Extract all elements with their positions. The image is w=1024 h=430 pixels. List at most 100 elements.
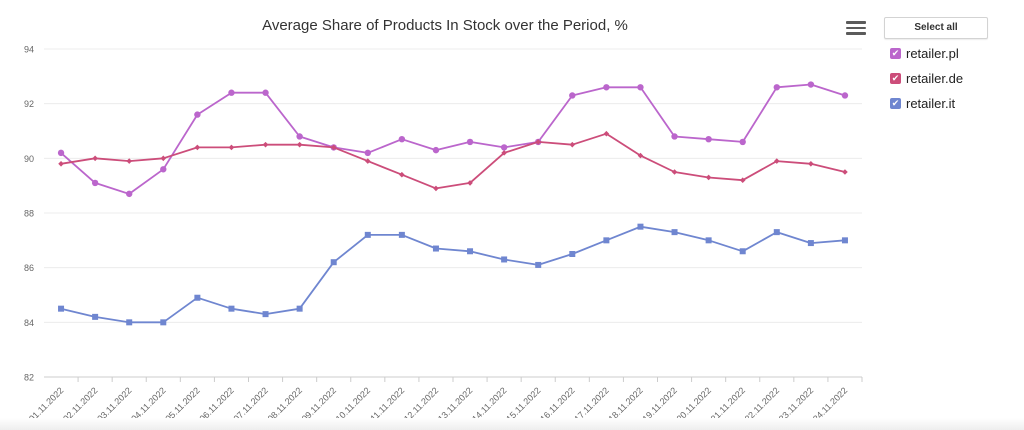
data-point [671,229,678,236]
data-point [398,231,405,238]
data-point [535,139,542,145]
data-point [160,155,167,162]
y-tick-label: 84 [24,318,34,328]
data-point [501,150,507,156]
data-point [262,89,269,96]
data-point [500,144,508,151]
data-point [262,141,269,148]
series-group [57,81,849,326]
data-point [433,185,439,192]
data-point [671,133,678,140]
data-point [705,237,712,244]
y-tick-label: 90 [24,154,34,164]
data-point [773,158,780,164]
checkbox-checked-icon[interactable]: ✔ [890,72,901,84]
data-point [228,305,235,312]
y-tick-label: 92 [24,99,34,109]
data-point [501,256,508,263]
data-point [126,190,133,198]
chart-title: Average Share of Products In Stock over … [262,17,628,34]
data-point [160,166,167,173]
data-point [705,174,712,181]
data-point [364,231,371,238]
data-point [398,136,406,143]
data-point [92,313,99,320]
checkbox-checked-icon[interactable]: ✔ [890,47,901,59]
data-point [228,144,235,151]
data-point [705,136,712,143]
data-point [569,251,576,257]
legend-item-retailer-pl[interactable]: ✔ retailer.pl [884,42,1024,64]
data-point [58,305,65,312]
data-point [739,248,746,255]
series-line [60,83,846,195]
legend-label: retailer.it [906,95,956,111]
data-point [603,84,610,91]
y-tick-label: 94 [24,45,34,55]
data-point [569,141,576,148]
legend-item-retailer-it[interactable]: ✔ retailer.it [884,92,1024,114]
data-point [432,146,440,154]
data-point [262,311,269,318]
series-line [60,225,846,324]
data-point [58,161,64,167]
data-point [228,89,235,96]
legend: Select all ✔ retailer.pl ✔ retailer.de ✔… [884,17,1024,114]
data-point [364,149,371,157]
bottom-edge [0,418,1024,430]
data-point [399,171,405,178]
hamburger-menu-icon[interactable] [846,21,866,37]
data-point [807,81,815,88]
legend-item-retailer-de[interactable]: ✔ retailer.de [884,67,1024,89]
data-point [841,237,848,244]
data-point [807,240,814,247]
data-point [126,158,133,164]
x-axis-ticks: 01.11.202202.11.202203.11.202204.11.2022… [27,377,863,424]
y-tick-label: 88 [24,209,34,219]
data-point [808,161,814,167]
data-point [773,84,780,91]
data-point [194,111,201,118]
data-point [739,177,746,183]
y-tick-label: 82 [24,373,34,383]
series-retailer-pl [57,81,849,198]
data-point [194,144,201,151]
data-point [330,144,337,151]
data-point [603,130,610,137]
checkbox-checked-icon[interactable]: ✔ [890,97,901,109]
legend-label: retailer.pl [906,45,959,61]
data-point [296,305,303,312]
data-point [160,319,167,326]
data-point [637,84,644,91]
data-point [467,180,473,186]
data-point [841,92,849,99]
data-point [92,155,98,162]
grid-lines [44,48,862,378]
legend-label: retailer.de [906,70,964,86]
data-point [535,261,542,268]
data-point [773,229,780,236]
series-retailer-it [58,223,848,326]
data-point [194,294,201,301]
data-point [671,169,678,175]
series-line [60,132,846,190]
data-point [330,259,337,266]
data-point [296,133,303,140]
data-point [637,223,644,230]
series-retailer-de [58,130,848,192]
data-point [603,237,610,244]
y-tick-label: 86 [24,263,34,273]
data-point [739,138,746,146]
data-point [296,141,303,148]
data-point [432,245,439,252]
data-point [842,169,848,175]
data-point [91,179,99,187]
data-point [569,92,576,99]
data-point [637,152,644,159]
data-point [364,158,371,164]
y-axis-ticks: 82 84 86 88 90 92 94 [24,45,34,383]
select-all-button[interactable]: Select all [884,17,988,39]
data-point [126,319,133,326]
